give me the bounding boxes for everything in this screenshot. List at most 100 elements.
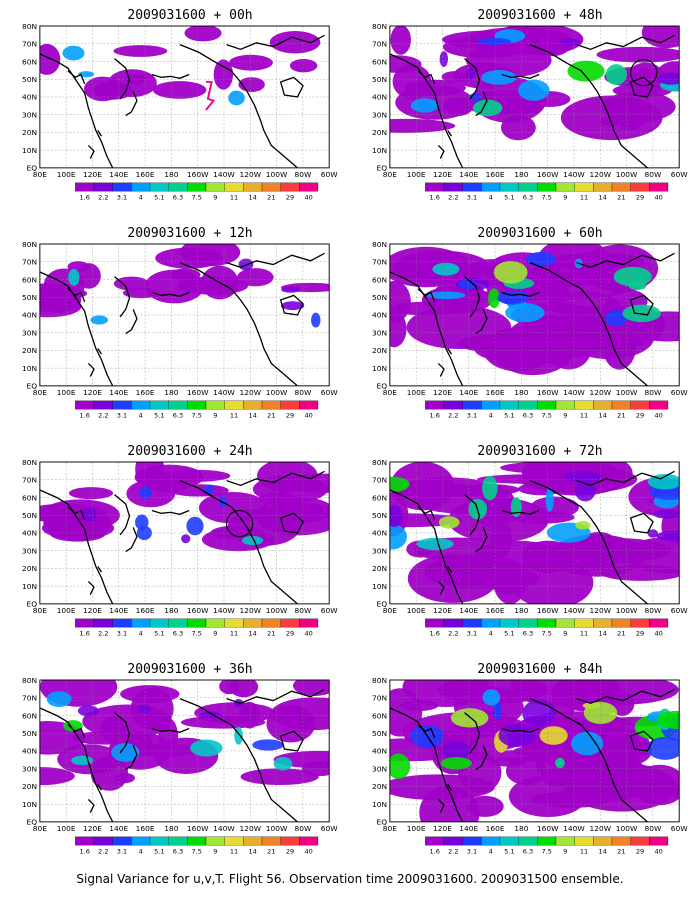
coastline: [529, 44, 648, 168]
coastline: [87, 799, 95, 813]
colorbar-label: 3.1: [467, 412, 477, 420]
coastline: [114, 276, 131, 318]
coastline: [447, 784, 453, 791]
colorbar-label: 11: [580, 194, 588, 202]
lon-tick-label: 60W: [321, 170, 338, 179]
coastline: [437, 145, 445, 159]
lat-tick-label: 70N: [372, 476, 387, 485]
coastline: [179, 698, 298, 822]
coastline: [226, 34, 325, 51]
lon-tick-label: 80W: [644, 388, 661, 397]
coastline: [279, 294, 304, 316]
lon-tick-label: 80W: [644, 170, 661, 179]
variance-patch: [419, 785, 480, 822]
colorbar-swatch: [205, 836, 225, 846]
lon-tick-label: 140E: [459, 606, 478, 615]
colorbar-swatch: [299, 182, 319, 192]
colorbar-swatch: [280, 400, 300, 410]
colorbar-label: 5.1: [504, 194, 514, 202]
colorbar-swatch: [630, 618, 650, 628]
coastline: [475, 309, 488, 335]
coastline: [389, 271, 464, 386]
colorbar-label: 4: [489, 194, 493, 202]
lon-tick-label: 160W: [537, 606, 559, 615]
colorbar-swatch: [187, 618, 207, 628]
coastline: [501, 73, 540, 79]
variance-patch: [656, 530, 680, 542]
colorbar-label: 2.2: [448, 194, 458, 202]
lon-tick-label: 100W: [266, 606, 288, 615]
variance-patch: [641, 26, 680, 49]
variance-patch: [198, 492, 268, 524]
variance-patch: [228, 54, 273, 71]
coastline: [576, 34, 675, 51]
coastline: [447, 348, 453, 355]
colorbar-label: 6.3: [523, 412, 533, 420]
variance-patch: [555, 757, 565, 769]
colorbar-label: 4: [489, 848, 493, 856]
colorbar-swatch: [630, 836, 650, 846]
colorbar-label: 40: [305, 630, 313, 638]
variance-patch: [441, 741, 471, 760]
colorbar-label: 5.1: [504, 848, 514, 856]
lon-tick-label: 80W: [644, 824, 661, 833]
lat-tick-label: 60N: [372, 57, 387, 66]
lat-tick-label: 80N: [372, 240, 387, 249]
lon-tick-label: 80E: [383, 170, 397, 179]
colorbar-label: 29: [286, 848, 294, 856]
colorbar-swatch: [593, 618, 613, 628]
colorbar-label: 4: [139, 848, 143, 856]
colorbar-swatch: [462, 618, 482, 628]
colorbar-label: 7.5: [191, 412, 201, 420]
variance-patch: [77, 705, 99, 717]
lat-tick-label: 10N: [22, 582, 37, 591]
variance-patch: [438, 516, 460, 529]
variance-patch: [252, 739, 284, 751]
colorbar-label: 5.1: [504, 630, 514, 638]
lat-tick-label: 40N: [372, 93, 387, 102]
variance-patch: [613, 266, 652, 287]
colorbar-label: 5.1: [154, 412, 164, 420]
lat-tick-label: EQ: [26, 600, 37, 609]
variance-patch: [536, 244, 611, 288]
colorbar-swatch: [149, 182, 169, 192]
variance-patch: [41, 517, 115, 539]
colorbar-swatch: [112, 400, 132, 410]
lon-tick-label: 80W: [294, 388, 311, 397]
variance-patch: [583, 701, 618, 724]
lon-tick-label: 120E: [83, 388, 102, 397]
lat-tick-label: 80N: [22, 676, 37, 685]
lat-tick-label: 30N: [372, 110, 387, 119]
colorbar-label: 6.3: [173, 848, 183, 856]
lon-tick-label: 60W: [671, 606, 688, 615]
colorbar-label: 3.1: [117, 412, 127, 420]
lat-tick-label: 50N: [22, 293, 37, 302]
lat-tick-label: 80N: [22, 458, 37, 467]
coastline: [97, 566, 103, 573]
variance-patch: [281, 286, 301, 293]
lon-tick-label: 140E: [109, 606, 128, 615]
colorbar-swatch: [280, 618, 300, 628]
coastline: [464, 494, 481, 536]
coastline: [151, 291, 190, 297]
colorbar-label: 2.2: [448, 412, 458, 420]
colorbar-swatch: [224, 400, 244, 410]
variance-patch: [228, 90, 245, 106]
coastline: [114, 58, 131, 100]
colorbar-swatch: [205, 182, 225, 192]
lat-tick-label: EQ: [26, 164, 37, 173]
colorbar-label: 40: [655, 412, 663, 420]
colorbar-label: 7.5: [541, 412, 551, 420]
panel-0h: 2009031600 + 00h 80N 70N 60N 50N 40N 30N 20N 10N…: [20, 8, 360, 223]
lon-tick-label: 160E: [486, 824, 505, 833]
colorbar-label: 29: [636, 848, 644, 856]
variance-patch: [614, 102, 646, 131]
lon-tick-label: 140W: [563, 824, 585, 833]
coastline: [226, 252, 325, 269]
coastline: [97, 784, 103, 791]
colorbar-label: 6.3: [173, 194, 183, 202]
figure-caption: Signal Variance for u,v,T. Flight 56. Ob…: [76, 872, 624, 886]
variance-patch: [288, 473, 330, 493]
